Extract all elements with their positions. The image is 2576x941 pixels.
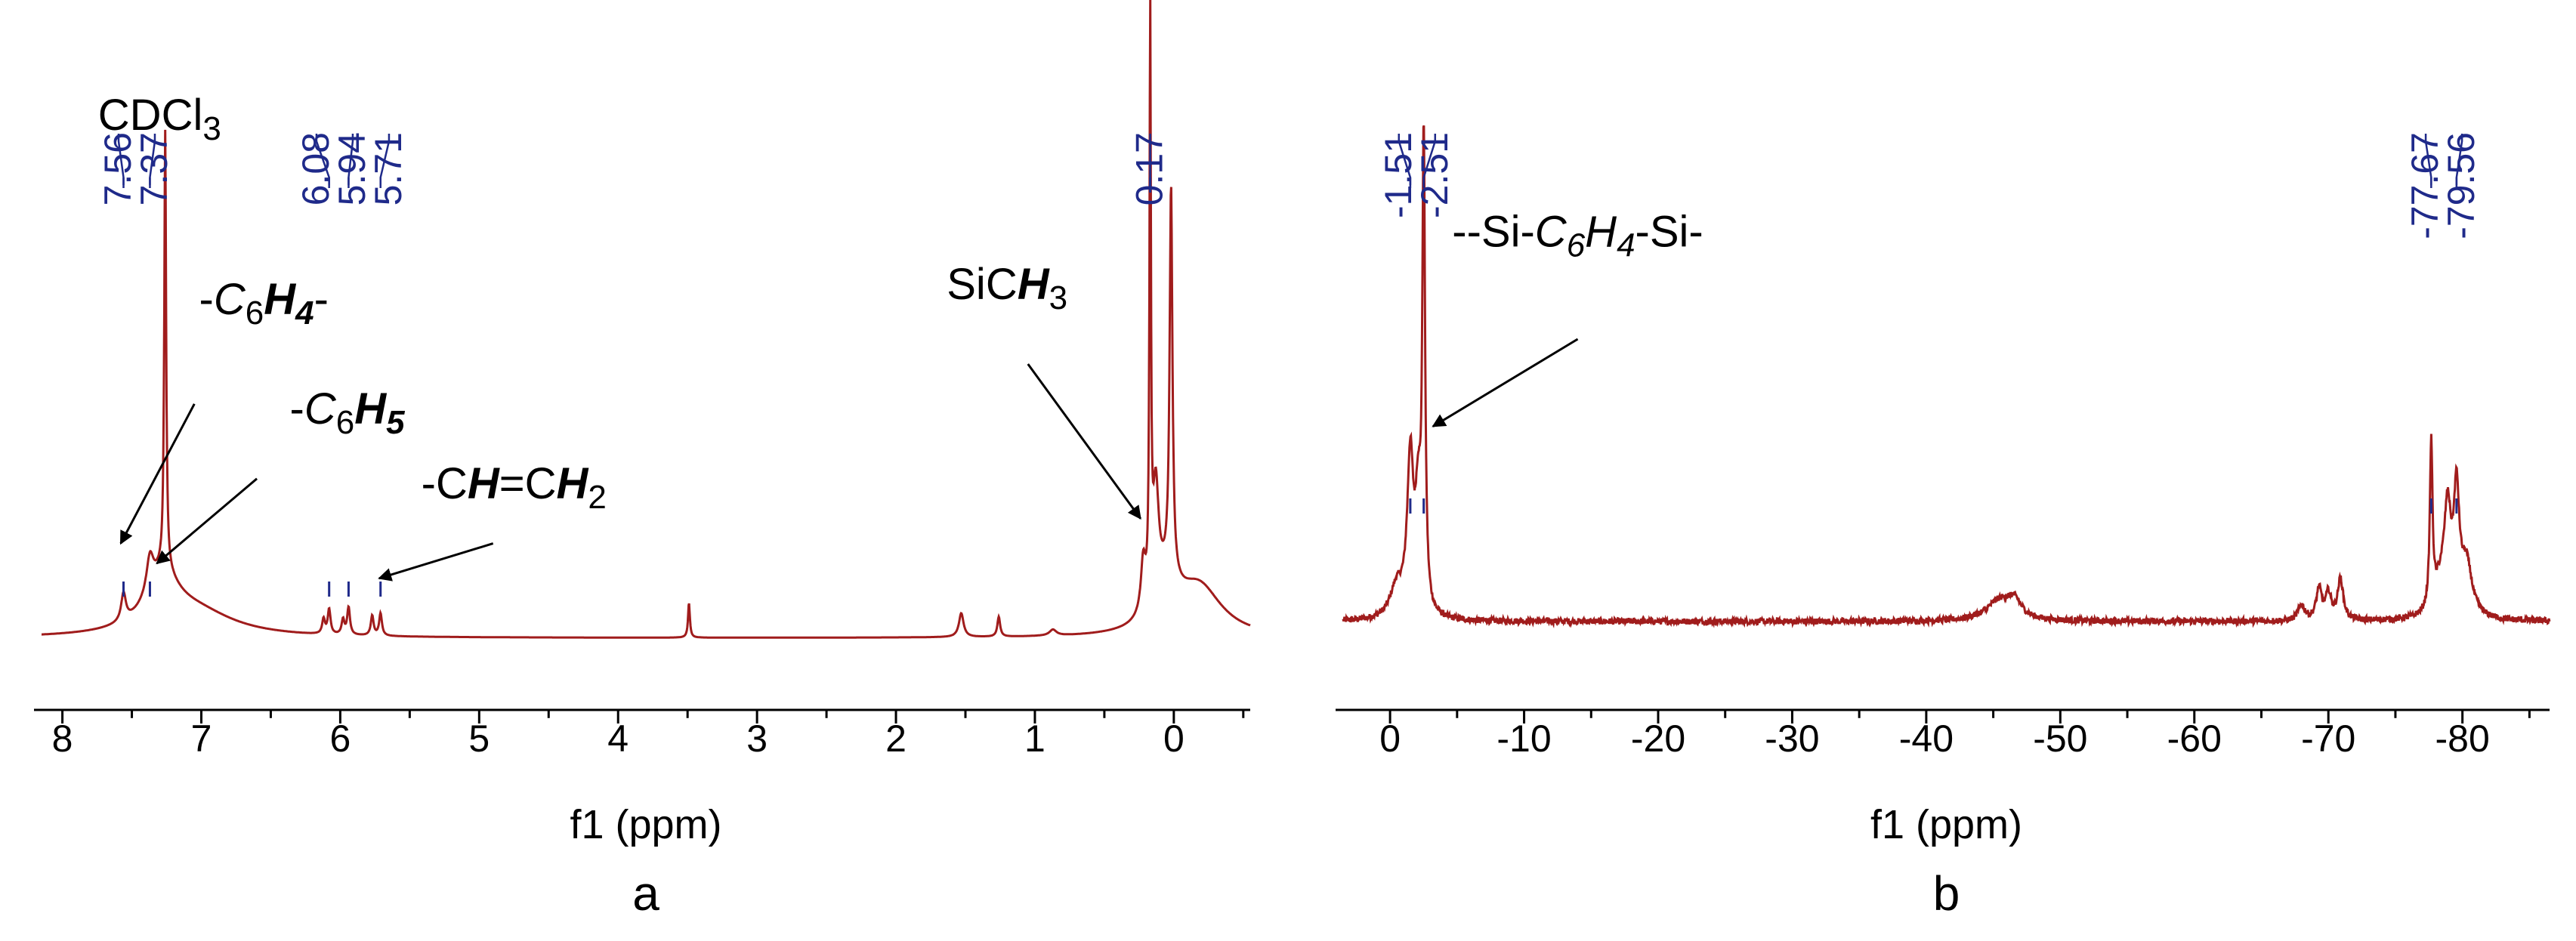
spectrum-line: [42, 0, 1251, 639]
annotation-part: -Si-: [1635, 208, 1703, 257]
x-tick-label: -30: [1765, 717, 1819, 760]
annotation-arrow: [156, 477, 258, 565]
annotation-part: 5: [386, 404, 405, 441]
annotation-part: C: [986, 260, 1018, 309]
x-tick-label: 8: [52, 717, 73, 760]
annotation-part: H: [264, 275, 296, 324]
peak-label: 6.08: [295, 132, 337, 205]
annotation-part: 4: [295, 295, 314, 332]
peak-annotation: -CH=CH2: [422, 459, 607, 516]
peak-label: 7.56: [97, 132, 139, 205]
peak-label: -1.51: [1377, 132, 1419, 218]
annotation-part: C: [304, 384, 337, 433]
annotation-part: 2: [588, 479, 606, 516]
annotation-part: 4: [1617, 227, 1635, 264]
x-tick-label: -20: [1631, 717, 1685, 760]
annotation-part: H: [1018, 260, 1050, 309]
annotation-part: 6: [336, 404, 354, 441]
annotation-part: 3: [1049, 279, 1067, 316]
x-tick-label: 5: [468, 717, 490, 760]
panel-a-1h-nmr: 8 7 6 5 4 3 2 1 0f1 (ppm)a7.567.37 6.085.945.71 0.…: [34, 0, 1251, 921]
annotation-part: C: [1535, 208, 1568, 257]
annotation-part: H: [468, 459, 500, 508]
x-tick-label: -70: [2301, 717, 2355, 760]
annotation-arrow: [119, 403, 196, 545]
x-axis-title: f1 (ppm): [570, 802, 721, 847]
x-tick-label: 4: [607, 717, 629, 760]
annotation-part: CDCl: [98, 91, 203, 140]
annotation-part: 6: [246, 295, 264, 332]
annotation-part: -C: [422, 459, 468, 508]
x-tick-label: 7: [191, 717, 212, 760]
annotation-part: 6: [1567, 227, 1586, 264]
panel-letter: a: [632, 866, 659, 921]
x-tick-label: 1: [1024, 717, 1046, 760]
x-tick-label: 2: [885, 717, 907, 760]
peak-annotation: -C6H4-: [199, 275, 329, 332]
annotation-part: -: [199, 275, 214, 324]
annotation-arrow: [1432, 338, 1579, 427]
peak-annotation: -C6H5: [290, 384, 406, 441]
x-tick-label: 0: [1379, 717, 1401, 760]
annotation-arrow: [1027, 363, 1141, 520]
annotation-part: Si: [947, 260, 986, 309]
x-tick-label: -50: [2033, 717, 2087, 760]
x-tick-label: 3: [746, 717, 768, 760]
x-tick-label: -80: [2435, 717, 2490, 760]
peak-annotation: --Si-C6H4-Si-: [1452, 208, 1703, 264]
x-tick-label: 0: [1163, 717, 1185, 760]
x-tick-label: 6: [329, 717, 351, 760]
annotation-part: =C: [499, 459, 557, 508]
peak-annotation: SiCH3: [947, 260, 1067, 316]
annotation-arrow: [378, 542, 494, 582]
annotation-part: -: [290, 384, 304, 433]
x-tick-label: -40: [1899, 717, 1954, 760]
annotation-part: H: [1585, 208, 1617, 257]
annotation-part: H: [354, 384, 387, 433]
x-axis-title: f1 (ppm): [1870, 802, 2022, 847]
panel-letter: b: [1933, 866, 1960, 921]
annotation-part: -: [314, 275, 329, 324]
x-tick-label: -10: [1496, 717, 1551, 760]
annotation-part: --Si-: [1452, 208, 1535, 257]
peak-label: -77.67: [2404, 132, 2446, 239]
x-tick-label: -60: [2167, 717, 2222, 760]
peak-annotation: CDCl3: [98, 91, 221, 147]
annotation-part: C: [214, 275, 246, 324]
annotation-part: H: [557, 459, 589, 508]
spectrum-line: [1342, 125, 2551, 628]
annotation-part: 3: [202, 110, 221, 147]
